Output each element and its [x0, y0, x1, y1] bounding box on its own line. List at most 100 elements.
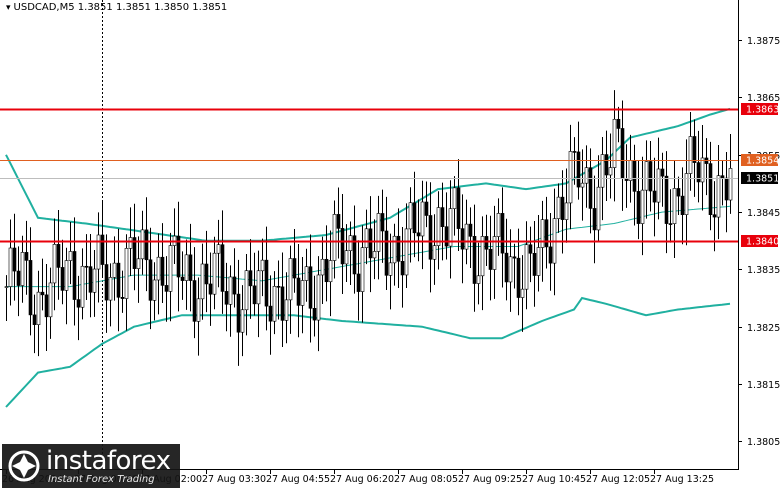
candle-body [432, 245, 437, 260]
candle [688, 112, 693, 191]
candle [168, 232, 173, 322]
candle-body [536, 247, 541, 276]
current-price-tag-bg [741, 172, 778, 184]
candle [40, 258, 45, 311]
candle [616, 106, 621, 143]
candle [492, 205, 497, 299]
candle [636, 160, 641, 240]
candle [664, 151, 669, 254]
candle-body [312, 308, 317, 321]
x-tick-label: 27 Aug 04:55 [266, 474, 330, 485]
candle [420, 180, 425, 270]
candle-body [40, 291, 45, 296]
candle [108, 263, 113, 327]
candle-body [392, 235, 397, 264]
candle-body [720, 175, 725, 179]
y-tick-label: 1.3835 [747, 265, 780, 276]
y-tick-label: 1.3865 [747, 93, 780, 104]
candle-body [588, 167, 593, 209]
candle-body [44, 294, 49, 318]
candle-body [372, 251, 377, 259]
candle-body [508, 256, 513, 283]
candle-body [160, 256, 165, 286]
candle [596, 155, 601, 243]
candle [280, 252, 285, 348]
candle-body [272, 286, 277, 322]
candle [340, 193, 345, 295]
candle [436, 191, 441, 270]
candle-body [292, 258, 297, 279]
candle [480, 216, 485, 311]
candle [196, 277, 201, 356]
candle-body [612, 118, 617, 168]
candle [244, 253, 249, 336]
candle-body [584, 167, 589, 184]
candle-body [652, 190, 657, 203]
candle-body [628, 160, 633, 181]
x-tick-label: 27 Aug 10:45 [522, 474, 586, 485]
candle-body [404, 228, 409, 276]
candle [476, 242, 481, 305]
candle [472, 204, 477, 312]
candle [680, 167, 685, 245]
candle [548, 213, 553, 291]
candle [412, 171, 417, 258]
candle [440, 182, 445, 261]
candle [532, 221, 537, 307]
candle [352, 205, 357, 294]
candle [496, 198, 501, 256]
candle [584, 145, 589, 208]
x-tick-label: 27 Aug 13:25 [650, 474, 714, 485]
candle-body [560, 196, 565, 220]
candle-body [564, 202, 569, 220]
candle [224, 262, 229, 332]
level-tag-label: 1.3840 [746, 237, 779, 248]
candle-body [220, 244, 225, 292]
symbol-label: USDCAD,M5 [6, 2, 75, 13]
candle [48, 267, 53, 339]
candle [20, 235, 25, 303]
candle-body [192, 280, 197, 322]
candle-body [76, 299, 81, 308]
candle [368, 196, 373, 293]
candle [332, 200, 337, 279]
candle [580, 149, 585, 221]
candle-body [260, 259, 265, 272]
candle [88, 234, 93, 318]
candle-body [268, 305, 273, 322]
candle [676, 176, 681, 215]
candle [404, 203, 409, 288]
candle [384, 196, 389, 291]
candle [76, 275, 81, 341]
candle-body [144, 229, 149, 261]
candle-body [548, 246, 553, 264]
candle-body [580, 182, 585, 188]
candle [124, 234, 129, 331]
candle-body [488, 248, 493, 270]
candle-body [424, 201, 429, 216]
candle [684, 139, 689, 246]
candle [272, 271, 277, 335]
candle-body [428, 215, 433, 260]
candle-body [152, 279, 157, 301]
candle [356, 240, 361, 321]
candle-body [104, 264, 109, 301]
candle [500, 187, 505, 288]
candle-body [700, 157, 705, 183]
candle [416, 199, 421, 262]
candle [488, 215, 493, 301]
candle [104, 234, 109, 333]
candle [592, 175, 597, 264]
candle-body [28, 260, 33, 316]
candle-body [600, 154, 605, 188]
candle-body [248, 270, 253, 287]
candle-body [464, 223, 469, 250]
candle-body [56, 244, 61, 268]
candle-body [156, 256, 161, 281]
candle [140, 210, 145, 275]
candle [392, 223, 397, 286]
candle-body [596, 186, 601, 231]
candle [96, 212, 101, 303]
candle [660, 152, 665, 207]
